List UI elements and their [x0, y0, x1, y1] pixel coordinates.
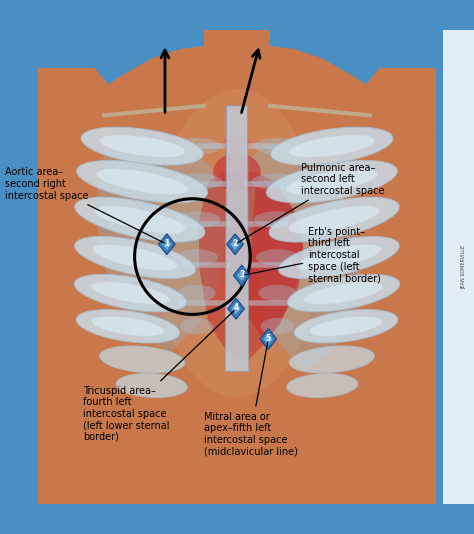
Ellipse shape — [310, 317, 382, 336]
Ellipse shape — [304, 282, 383, 304]
Ellipse shape — [223, 134, 251, 153]
Text: Erb's point–
third left
intercostal
space (left
sternal border): Erb's point– third left intercostal spac… — [245, 227, 381, 283]
Ellipse shape — [171, 174, 223, 190]
Polygon shape — [237, 270, 246, 281]
Polygon shape — [246, 182, 303, 343]
Ellipse shape — [81, 127, 203, 165]
Ellipse shape — [266, 161, 397, 203]
Text: 3: 3 — [239, 270, 245, 279]
Ellipse shape — [286, 169, 378, 194]
Ellipse shape — [289, 206, 380, 233]
Text: JEAN SOMERVILLE: JEAN SOMERVILLE — [461, 245, 466, 289]
Ellipse shape — [287, 373, 358, 397]
Polygon shape — [231, 303, 241, 315]
Ellipse shape — [91, 282, 170, 304]
Polygon shape — [204, 30, 270, 58]
Ellipse shape — [76, 310, 180, 343]
Polygon shape — [228, 299, 245, 319]
Text: Aortic area–
second right
intercostal space: Aortic area– second right intercostal sp… — [5, 168, 164, 243]
Ellipse shape — [269, 197, 399, 242]
Text: 1: 1 — [164, 239, 170, 248]
Ellipse shape — [258, 285, 296, 301]
Polygon shape — [199, 172, 303, 362]
Ellipse shape — [288, 274, 400, 312]
Ellipse shape — [75, 237, 195, 279]
Ellipse shape — [100, 346, 185, 373]
Ellipse shape — [289, 135, 374, 157]
Text: Pulmonic area–
second left
intercostal space: Pulmonic area– second left intercostal s… — [237, 163, 384, 243]
Ellipse shape — [154, 89, 320, 397]
Text: 5: 5 — [266, 334, 271, 343]
Ellipse shape — [254, 138, 301, 154]
Polygon shape — [230, 239, 240, 250]
Ellipse shape — [297, 245, 381, 270]
Polygon shape — [162, 239, 172, 250]
Ellipse shape — [77, 161, 208, 203]
Polygon shape — [341, 68, 436, 144]
Ellipse shape — [251, 174, 303, 190]
Polygon shape — [225, 106, 249, 371]
Ellipse shape — [279, 237, 399, 279]
Ellipse shape — [178, 285, 216, 301]
Ellipse shape — [173, 138, 220, 154]
Ellipse shape — [271, 127, 393, 165]
Bar — [443, 30, 474, 504]
Ellipse shape — [173, 211, 220, 228]
Ellipse shape — [93, 245, 177, 270]
Polygon shape — [246, 144, 360, 371]
Ellipse shape — [294, 310, 398, 343]
Polygon shape — [227, 234, 244, 255]
Ellipse shape — [96, 169, 188, 194]
Ellipse shape — [213, 153, 261, 191]
Ellipse shape — [261, 318, 294, 334]
Text: 2: 2 — [232, 239, 238, 248]
Polygon shape — [260, 328, 277, 349]
Ellipse shape — [75, 197, 205, 242]
Polygon shape — [95, 134, 228, 352]
Ellipse shape — [289, 346, 374, 373]
Polygon shape — [233, 265, 250, 286]
Ellipse shape — [92, 317, 164, 336]
Ellipse shape — [94, 206, 185, 233]
Ellipse shape — [100, 135, 185, 157]
Ellipse shape — [256, 249, 299, 266]
Ellipse shape — [116, 373, 187, 397]
Polygon shape — [38, 44, 436, 504]
Text: Mitral area or
apex–fifth left
intercostal space
(midclavicular line): Mitral area or apex–fifth left intercost… — [204, 342, 298, 457]
Ellipse shape — [74, 274, 186, 312]
Polygon shape — [38, 68, 133, 144]
Ellipse shape — [180, 318, 213, 334]
Text: 4: 4 — [233, 303, 239, 312]
Ellipse shape — [254, 211, 301, 228]
Polygon shape — [158, 234, 175, 255]
Polygon shape — [264, 333, 273, 345]
Ellipse shape — [175, 249, 218, 266]
Text: Tricuspid area–
fourth left
intercostal space
(left lower sternal
border): Tricuspid area– fourth left intercostal … — [83, 311, 234, 442]
